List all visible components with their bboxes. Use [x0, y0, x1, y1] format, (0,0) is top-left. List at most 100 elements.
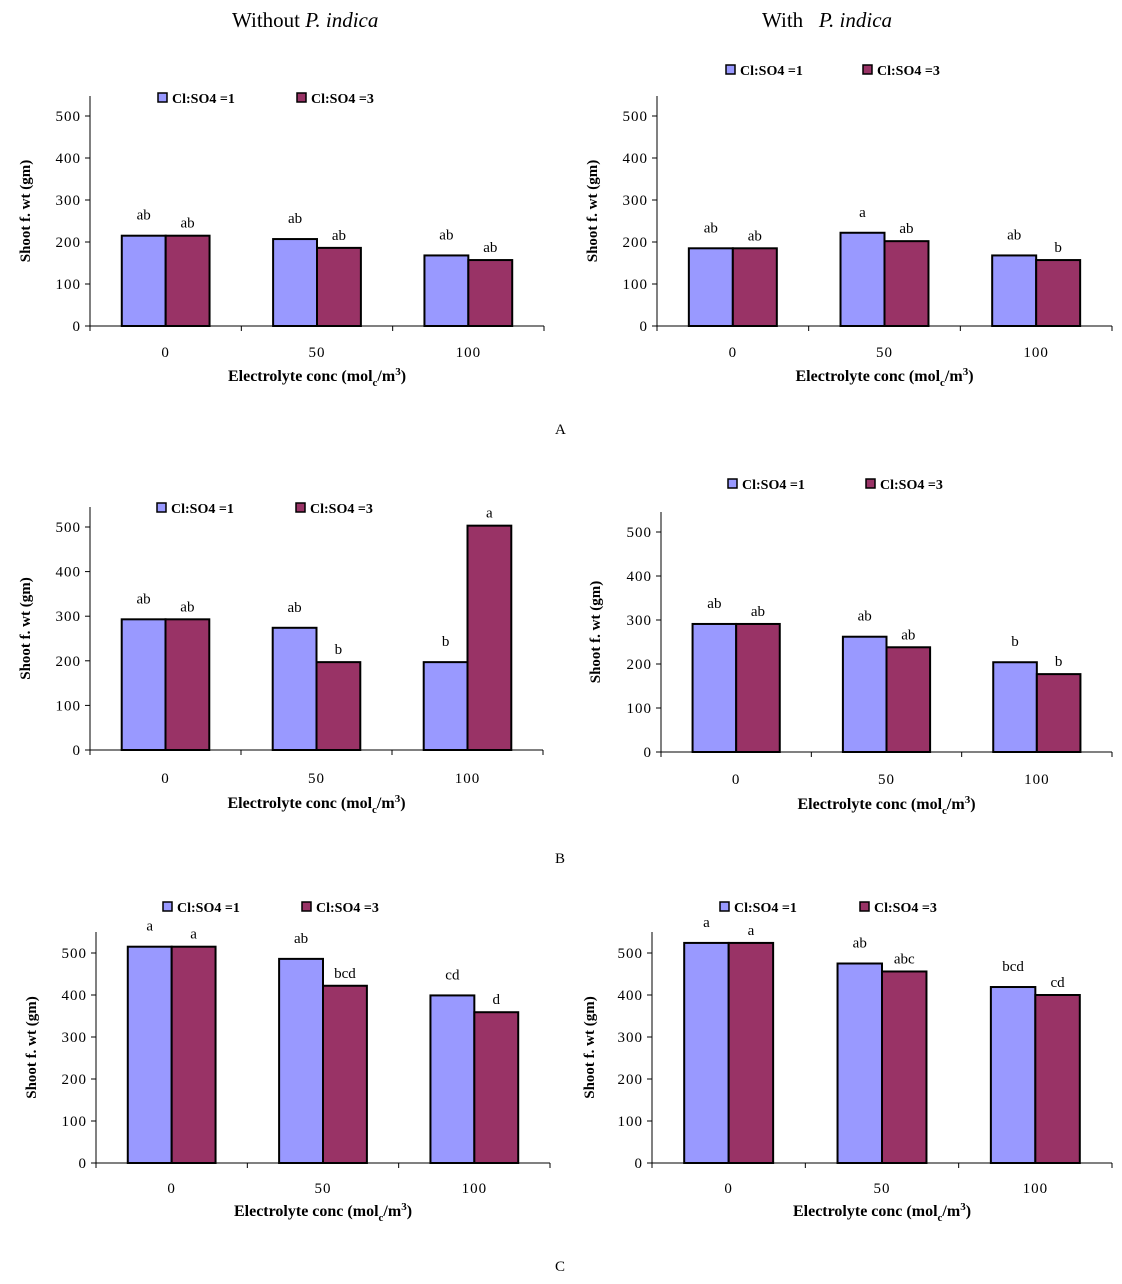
y-tick-label: 400: [56, 151, 82, 167]
bar-cl-so4-3: [164, 234, 211, 327]
legend-label: Cl:SO4 =1: [177, 901, 240, 916]
plot-area: 0 100 200 300 400 500 0 a a 50 ab abc 100 bcd cd Shoot …: [582, 901, 1113, 1224]
legend-swatch: [862, 64, 873, 75]
legend-label: Cl:SO4 =1: [172, 92, 235, 107]
y-tick-label: 0: [73, 743, 82, 759]
bar-cl-so4-1: [989, 986, 1037, 1165]
panel-label-c: C: [555, 1259, 566, 1275]
y-tick-label: 300: [56, 609, 82, 625]
bar-cl-so4-3: [1035, 673, 1082, 753]
x-tick-label: 50: [874, 1181, 891, 1197]
data-label: a: [146, 919, 153, 935]
legend-label: Cl:SO4 =3: [316, 901, 379, 916]
data-label: ab: [751, 604, 765, 620]
bar-cl-so4-1: [120, 618, 167, 752]
data-label: ab: [483, 240, 497, 256]
y-axis-label: Shoot f. wt (gm): [588, 581, 604, 684]
y-tick-label: 500: [62, 946, 88, 962]
y-tick-label: 200: [627, 657, 653, 673]
legend-label: Cl:SO4 =3: [310, 502, 373, 517]
legend-swatch: [295, 502, 306, 513]
data-label: ab: [137, 208, 151, 224]
data-label: ab: [332, 228, 346, 244]
data-label: bcd: [1002, 959, 1024, 975]
y-tick-label: 500: [618, 946, 644, 962]
bar-cl-so4-3: [170, 945, 217, 1165]
data-label: ab: [704, 220, 718, 236]
data-label: abc: [894, 951, 915, 967]
bar-cl-so4-1: [278, 957, 325, 1164]
y-tick-label: 100: [56, 277, 82, 293]
y-tick-label: 0: [79, 1156, 88, 1172]
header-without-species: P. indica: [305, 8, 379, 32]
x-tick-label: 100: [1024, 772, 1050, 788]
x-tick-label: 100: [1023, 1181, 1049, 1197]
y-tick-label: 300: [62, 1030, 88, 1046]
y-tick-label: 400: [62, 988, 88, 1004]
panel-label-b: B: [555, 851, 566, 867]
bar-cl-so4-3: [467, 259, 514, 327]
y-tick-label: 400: [623, 151, 649, 167]
y-tick-label: 300: [618, 1030, 644, 1046]
bar-cl-so4-3: [316, 246, 362, 328]
x-axis-label: Electrolyte conc (molc/m3): [234, 1201, 412, 1224]
data-label: a: [859, 205, 866, 221]
legend: Cl:SO4 =1 Cl:SO4 =3: [725, 64, 940, 79]
legend-label: Cl:SO4 =1: [171, 502, 234, 517]
bar-cl-so4-3: [881, 970, 928, 1164]
header-with-species: P. indica: [818, 8, 893, 32]
plot-area: 0 100 200 300 400 500 0 ab ab 50 a ab 100 ab b Shoot f.…: [585, 64, 1113, 389]
y-tick-label: 100: [627, 701, 653, 717]
bar-cl-so4-1: [272, 238, 319, 327]
legend-label: Cl:SO4 =1: [734, 901, 797, 916]
legend: Cl:SO4 =1 Cl:SO4 =3: [162, 901, 379, 916]
plot-area: 0 100 200 300 400 500 0 a a 50 ab bcd 100 cd d Shoot f.…: [24, 901, 551, 1224]
x-tick-label: 50: [878, 772, 895, 788]
bar-cl-so4-3: [885, 646, 932, 754]
data-label: a: [486, 506, 493, 522]
y-tick-label: 300: [56, 193, 82, 209]
y-tick-label: 400: [618, 988, 644, 1004]
y-tick-label: 500: [627, 525, 653, 541]
data-label: b: [442, 634, 450, 650]
data-label: b: [1054, 240, 1062, 256]
y-tick-label: 200: [56, 235, 82, 251]
data-label: d: [493, 992, 501, 1008]
data-label: b: [1055, 654, 1063, 670]
bar-cl-so4-1: [691, 622, 738, 754]
header-without-prefix: Without: [232, 8, 300, 32]
data-label: ab: [180, 599, 194, 615]
x-axis-label: Electrolyte conc (molc/m3): [227, 793, 405, 816]
y-axis-label: Shoot f. wt (gm): [585, 160, 601, 263]
legend: Cl:SO4 =1 Cl:SO4 =3: [719, 901, 937, 916]
y-axis-label: Shoot f. wt (gm): [582, 996, 598, 1099]
x-tick-label: 0: [724, 1181, 733, 1197]
x-tick-label: 0: [729, 345, 738, 361]
bar-cl-so4-1: [992, 661, 1038, 753]
legend-label: Cl:SO4 =1: [742, 478, 805, 493]
legend-label: Cl:SO4 =3: [311, 92, 374, 107]
y-tick-label: 200: [618, 1072, 644, 1088]
y-tick-label: 500: [623, 109, 649, 125]
data-label: ab: [181, 216, 195, 232]
legend-swatch: [157, 92, 168, 103]
legend-swatch: [296, 92, 307, 103]
data-label: ab: [137, 591, 151, 607]
data-label: ab: [858, 609, 872, 625]
legend: Cl:SO4 =1 Cl:SO4 =3: [156, 502, 373, 517]
bar-cl-so4-1: [271, 626, 318, 752]
bar-cl-so4-3: [1034, 994, 1081, 1164]
data-label: ab: [748, 228, 762, 244]
legend: Cl:SO4 =1 Cl:SO4 =3: [157, 92, 374, 107]
bar-cl-so4-1: [683, 941, 730, 1164]
data-label: bcd: [334, 966, 356, 982]
bar-cl-so4-1: [687, 247, 734, 327]
y-tick-label: 0: [635, 1156, 644, 1172]
bar-cl-so4-1: [841, 635, 888, 753]
y-tick-label: 100: [62, 1114, 88, 1130]
legend-swatch: [727, 478, 738, 489]
